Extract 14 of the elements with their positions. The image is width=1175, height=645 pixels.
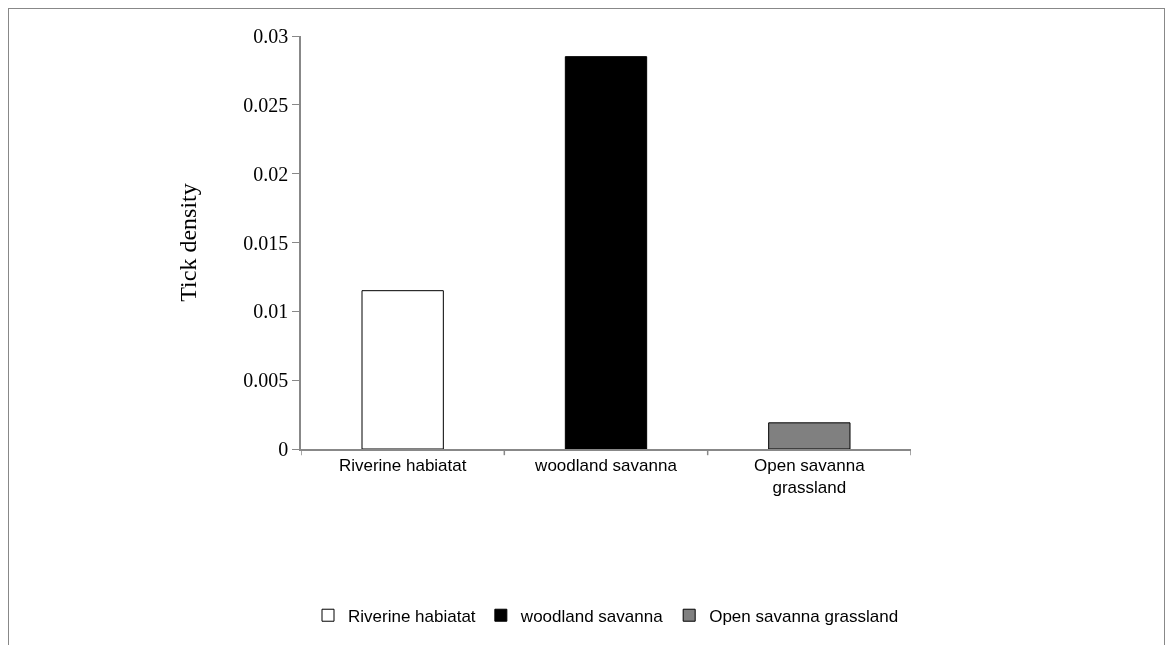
legend-label: Riverine habiatat xyxy=(348,606,476,626)
y-axis-title: Tick density xyxy=(174,183,201,302)
y-tick-label: 0.025 xyxy=(243,93,289,116)
legend-label: Open savanna grassland xyxy=(709,606,899,626)
legend-label: woodland savanna xyxy=(519,606,664,626)
y-tick-label: 0.03 xyxy=(253,25,289,47)
y-tick-label: 0.01 xyxy=(253,300,289,323)
x-tick-label: woodland savanna xyxy=(534,456,678,476)
x-tick-label: Open savanna grassland xyxy=(754,456,866,498)
y-tick-label: 0.005 xyxy=(243,369,289,392)
y-tick-label: 0.02 xyxy=(253,162,289,185)
y-tick-label: 0 xyxy=(278,438,289,460)
x-tick-label: Riverine habiatat xyxy=(338,456,467,476)
y-tick-label: 0.015 xyxy=(243,231,289,254)
